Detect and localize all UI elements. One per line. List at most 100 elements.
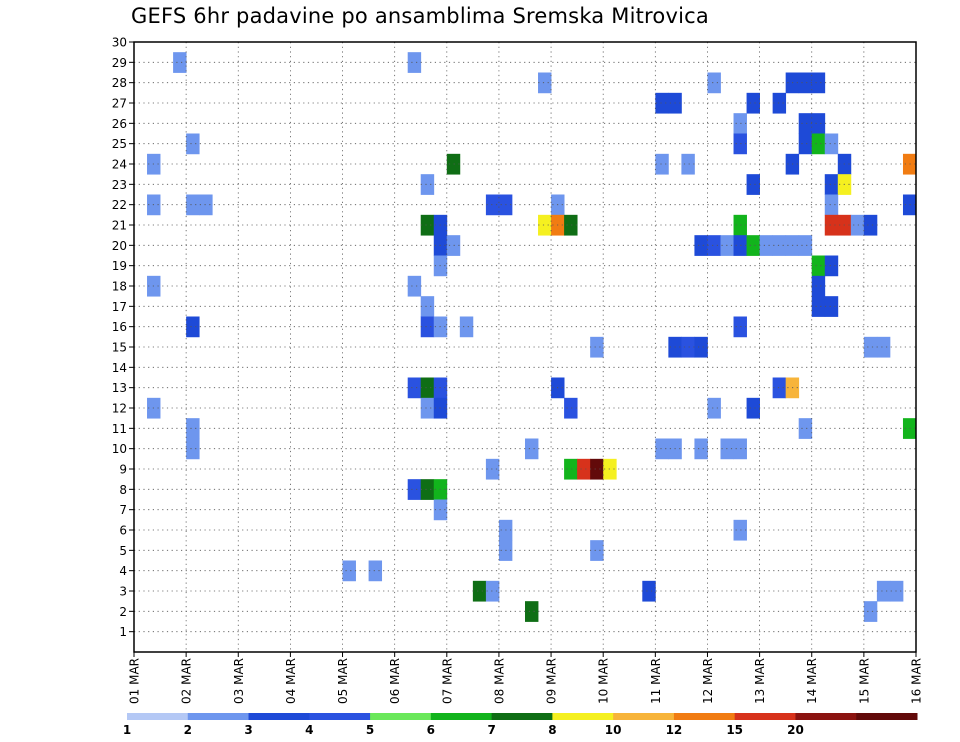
heatmap-cell xyxy=(694,235,708,256)
legend-swatch xyxy=(552,713,614,720)
heatmap-cell xyxy=(876,336,891,358)
heatmap-cell xyxy=(824,194,839,216)
heatmap-cell xyxy=(746,174,760,195)
x-tick-label: 15 MAR xyxy=(857,658,871,704)
heatmap-cell xyxy=(485,458,500,480)
heatmap-cell xyxy=(824,174,839,195)
heatmap-cell xyxy=(811,133,826,155)
x-tick-label: 13 MAR xyxy=(753,658,767,704)
y-tick-label: 19 xyxy=(112,259,127,273)
heatmap-cell xyxy=(538,72,552,94)
heatmap-cell xyxy=(733,438,747,460)
heatmap-cell xyxy=(733,113,747,134)
heatmap-cell xyxy=(186,133,200,155)
heatmap-cell xyxy=(186,418,200,439)
legend-label: 4 xyxy=(305,723,313,737)
legend-label: 1 xyxy=(123,723,131,737)
y-ticks: 1234567891011121314151617181920212223242… xyxy=(112,36,134,639)
heatmap-cell xyxy=(681,336,695,358)
heatmap-cell xyxy=(407,479,422,500)
legend-label: 5 xyxy=(366,723,374,737)
legend-label: 2 xyxy=(184,723,192,737)
heatmap-cell xyxy=(525,438,539,460)
y-tick-label: 8 xyxy=(119,483,127,497)
heatmap-cell xyxy=(655,92,669,114)
cells-layer xyxy=(147,52,917,622)
y-tick-label: 30 xyxy=(112,36,127,50)
heatmap-cell xyxy=(525,601,539,622)
y-tick-label: 25 xyxy=(112,137,127,151)
heatmap-cell xyxy=(811,296,826,317)
heatmap-cell xyxy=(694,336,708,358)
heatmap-cell xyxy=(199,194,213,216)
y-tick-label: 4 xyxy=(119,564,127,578)
heatmap-cell xyxy=(759,235,774,256)
y-tick-label: 2 xyxy=(119,605,127,619)
y-tick-label: 26 xyxy=(112,117,127,131)
y-tick-label: 15 xyxy=(112,341,127,355)
heatmap-cell xyxy=(485,194,500,216)
y-tick-label: 24 xyxy=(112,158,127,172)
y-tick-label: 3 xyxy=(119,585,127,599)
legend-swatch xyxy=(248,713,310,720)
x-tick-label: 10 MAR xyxy=(597,658,611,704)
legend-swatch xyxy=(856,713,918,720)
heatmap-cell xyxy=(420,316,435,338)
x-tick-label: 01 MAR xyxy=(128,658,142,704)
heatmap-cell xyxy=(811,72,826,94)
heatmap-cell xyxy=(538,214,552,236)
heatmap-cell xyxy=(694,438,708,460)
heatmap-cell xyxy=(850,214,865,236)
heatmap-cell xyxy=(824,133,839,155)
heatmap-cell xyxy=(798,72,813,94)
legend-swatch xyxy=(491,713,553,720)
x-tick-label: 12 MAR xyxy=(701,658,715,704)
heatmap-cell xyxy=(824,296,839,317)
legend-swatch xyxy=(187,713,250,720)
heatmap-cell xyxy=(590,540,604,561)
heatmap-cell xyxy=(186,316,200,338)
legend-swatch xyxy=(734,713,796,720)
y-tick-label: 13 xyxy=(112,381,127,395)
x-tick-label: 09 MAR xyxy=(545,658,559,704)
legend: 1 2 3 4 5 6 7 8 10 12 15 20 xyxy=(123,713,918,737)
legend-label: 8 xyxy=(548,723,556,737)
heatmap-cell xyxy=(681,153,695,175)
heatmap-cell xyxy=(876,580,891,602)
y-tick-label: 9 xyxy=(119,463,127,477)
heatmap-cell xyxy=(772,377,787,399)
heatmap-cell xyxy=(590,458,604,480)
legend-label: 7 xyxy=(487,723,495,737)
heatmap-cell xyxy=(407,52,422,73)
chart-title: GEFS 6hr padavine po ansamblima Sremska … xyxy=(131,4,709,28)
heatmap-cell xyxy=(446,153,461,175)
x-tick-label: 07 MAR xyxy=(440,658,454,704)
x-tick-label: 11 MAR xyxy=(649,658,663,704)
y-tick-label: 29 xyxy=(112,56,127,70)
heatmap-cell xyxy=(459,316,474,338)
heatmap-cell xyxy=(733,316,747,338)
heatmap-cell xyxy=(407,275,422,297)
heatmap-cell xyxy=(863,601,878,622)
y-tick-label: 18 xyxy=(112,280,127,294)
heatmap-cell xyxy=(173,52,187,73)
y-tick-label: 16 xyxy=(112,320,127,334)
legend-label: 3 xyxy=(244,723,252,737)
legend-swatch xyxy=(127,713,189,720)
heatmap-cell xyxy=(811,255,826,277)
heatmap-cell xyxy=(564,397,578,419)
heatmap-cell xyxy=(798,418,813,439)
heatmap-cell xyxy=(407,377,422,399)
heatmap-cell xyxy=(824,214,839,236)
x-tick-label: 05 MAR xyxy=(336,658,350,704)
y-tick-label: 7 xyxy=(119,503,127,517)
y-tick-label: 11 xyxy=(112,422,127,436)
heatmap-cell xyxy=(733,133,747,155)
x-tick-label: 16 MAR xyxy=(910,658,924,704)
heatmap-cell xyxy=(772,235,787,256)
heatmap-cell xyxy=(186,438,200,460)
heatmap-cell xyxy=(707,397,721,419)
heatmap-cell xyxy=(772,92,787,114)
legend-label: 10 xyxy=(605,723,622,737)
